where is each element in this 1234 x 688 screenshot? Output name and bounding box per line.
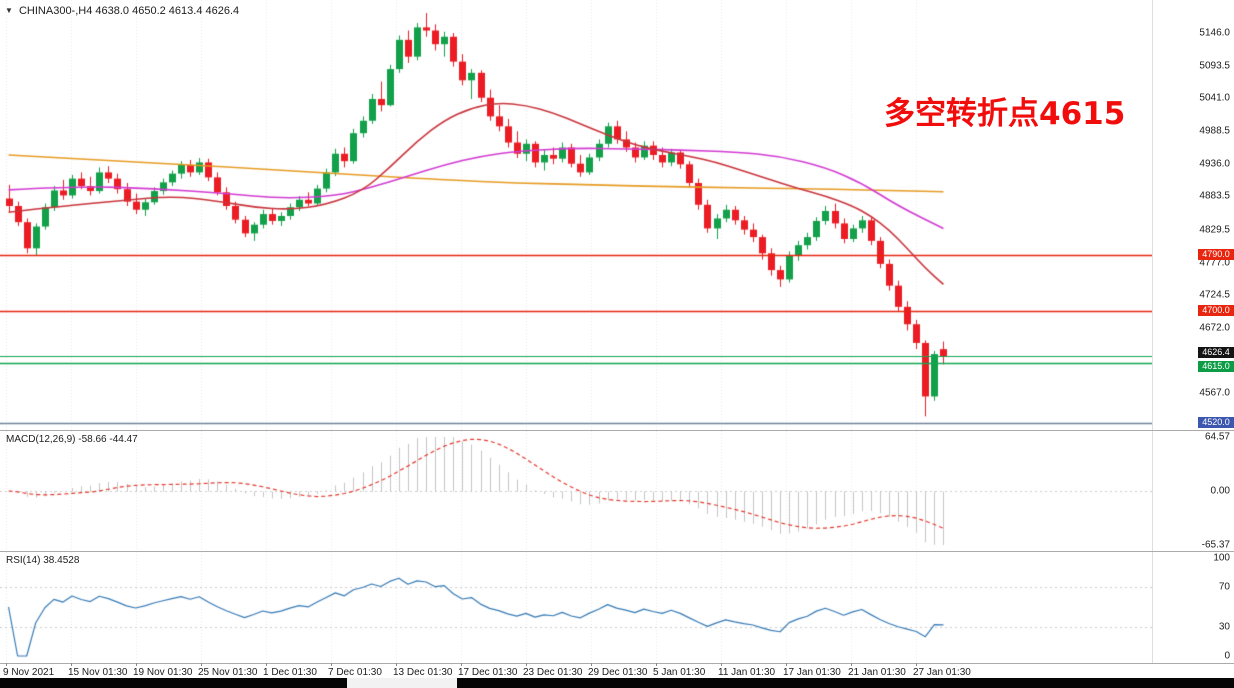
price-axis-label: 4777.0	[1199, 257, 1230, 269]
time-axis-label: 13 Dec 01:30	[393, 667, 453, 678]
price-axis-label: 4988.5	[1199, 125, 1230, 137]
symbol-period-label: CHINA300-,H4	[18, 5, 93, 17]
time-axis-label: 19 Nov 01:30	[133, 667, 193, 678]
price-axis-label: 4936.0	[1199, 158, 1230, 170]
time-axis-label: 23 Dec 01:30	[523, 667, 583, 678]
price-axis-label: 4567.0	[1199, 387, 1230, 399]
time-axis-tick	[6, 663, 7, 666]
time-axis-tick	[201, 663, 202, 666]
macd-name: MACD(12,26,9)	[6, 434, 76, 445]
time-axis-tick	[526, 663, 527, 666]
time-axis-tick	[461, 663, 462, 666]
triangle-icon: ▼	[5, 6, 13, 15]
chart-title: ▼ CHINA300-,H4 4638.0 4650.2 4613.4 4626…	[5, 5, 239, 17]
time-axis-label: 5 Jan 01:30	[653, 667, 706, 678]
annotation-text: 多空转折点4615	[884, 96, 1126, 132]
time-axis-label: 27 Jan 01:30	[913, 667, 971, 678]
macd-axis-label: -65.37	[1201, 539, 1230, 551]
time-axis-label: 1 Dec 01:30	[263, 667, 317, 678]
rsi-name: RSI(14)	[6, 555, 41, 566]
macd-indicator-label: MACD(12,26,9) -58.66 -44.47	[6, 434, 138, 445]
time-axis-label: 15 Nov 01:30	[68, 667, 128, 678]
taskbar-segment[interactable]	[0, 678, 347, 688]
time-axis-tick	[786, 663, 787, 666]
time-axis-label: 29 Dec 01:30	[588, 667, 648, 678]
price-marker-4790.0: 4790.0	[1198, 249, 1234, 261]
price-marker-4700.0: 4700.0	[1198, 305, 1234, 317]
time-axis-label: 9 Nov 2021	[3, 667, 55, 678]
macd-axis-label: 64.57	[1204, 431, 1230, 443]
rsi-axis-label: 70	[1218, 581, 1230, 593]
price-chart-canvas[interactable]	[0, 0, 1152, 430]
macd-axis-label: 0.00	[1210, 485, 1230, 497]
time-axis-label: 11 Jan 01:30	[718, 667, 776, 678]
price-axis-label: 5146.0	[1199, 27, 1230, 39]
time-axis-label: 25 Nov 01:30	[198, 667, 258, 678]
ohlc-values: 4638.0 4650.2 4613.4 4626.4	[95, 5, 240, 17]
time-axis-tick	[266, 663, 267, 666]
price-axis-label: 4883.5	[1199, 190, 1230, 202]
price-axis-label: 4672.0	[1199, 322, 1230, 334]
price-marker-4615.0: 4615.0	[1198, 360, 1234, 372]
panel-separator-rsi[interactable]	[0, 551, 1234, 552]
time-axis-label: 21 Jan 01:30	[848, 667, 906, 678]
price-axis-label: 4724.5	[1199, 289, 1230, 301]
price-marker-4520.0: 4520.0	[1198, 417, 1234, 429]
macd-panel-canvas[interactable]	[0, 431, 1152, 551]
time-axis-tick	[916, 663, 917, 666]
time-axis-tick	[656, 663, 657, 666]
rsi-value: 38.4528	[43, 555, 80, 566]
price-axis-label: 5093.5	[1199, 60, 1230, 72]
macd-values: -58.66 -44.47	[78, 434, 138, 445]
taskbar-segment[interactable]	[457, 678, 1234, 688]
panel-separator-macd[interactable]	[0, 430, 1234, 431]
time-axis-tick	[71, 663, 72, 666]
rsi-indicator-label: RSI(14) 38.4528	[6, 555, 79, 566]
time-axis-tick	[721, 663, 722, 666]
taskbar-segment[interactable]	[347, 678, 457, 688]
time-axis-separator	[0, 663, 1234, 664]
rsi-axis-label: 100	[1213, 552, 1230, 564]
time-axis-label: 17 Dec 01:30	[458, 667, 518, 678]
rsi-panel-canvas[interactable]	[0, 552, 1152, 663]
time-axis-tick	[851, 663, 852, 666]
price-marker-4626.4: 4626.4	[1198, 346, 1234, 358]
rsi-axis-label: 30	[1218, 621, 1230, 633]
price-axis-label: 4829.5	[1199, 224, 1230, 236]
time-axis-label: 17 Jan 01:30	[783, 667, 841, 678]
price-axis-label: 5041.0	[1199, 92, 1230, 104]
rsi-axis-label: 0	[1224, 650, 1230, 662]
time-axis-label: 7 Dec 01:30	[328, 667, 382, 678]
time-axis-tick	[136, 663, 137, 666]
time-axis-tick	[331, 663, 332, 666]
time-axis-tick	[396, 663, 397, 666]
time-axis-tick	[591, 663, 592, 666]
price-axis-separator	[1152, 0, 1153, 663]
